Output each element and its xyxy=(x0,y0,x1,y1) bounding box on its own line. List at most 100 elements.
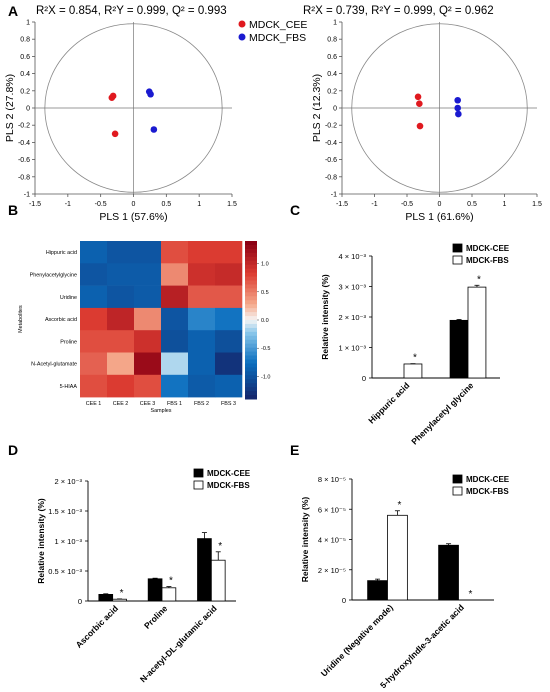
heatmap-cell xyxy=(188,263,216,286)
colorbar-segment xyxy=(245,316,257,321)
colorbar-tick-label: 0.0 xyxy=(261,318,269,324)
y-axis-label: Relative intensity (%) xyxy=(300,497,310,583)
y-tick-label: -0.6 xyxy=(325,157,337,164)
legend-swatch xyxy=(193,480,204,490)
y-tick-label: 1.5 × 10⁻³ xyxy=(48,507,82,516)
colorbar-segment xyxy=(245,268,257,274)
heatmap-row-label: N-Acetyl-glutamate xyxy=(31,362,77,368)
significance-star: * xyxy=(218,541,222,552)
y-tick-label: 1 xyxy=(333,20,337,27)
x-category-label: 5-hydroxylndle-3-acetic acid xyxy=(378,602,466,690)
heatmap-cell xyxy=(134,263,162,286)
y-tick-label: 0.4 xyxy=(20,71,30,78)
x-tick-label: -0.5 xyxy=(401,201,413,208)
y-tick-label: 0 xyxy=(26,106,30,113)
panel-letter-a: A xyxy=(8,3,18,19)
y-tick-label: -0.6 xyxy=(18,157,30,164)
heatmap-x-axis-label: Samples xyxy=(151,408,172,414)
heatmap-cell xyxy=(80,307,108,331)
colorbar-tick-label: -1.0 xyxy=(261,374,270,380)
heatmap-cell xyxy=(188,352,216,376)
fbs-bar xyxy=(387,514,408,601)
panel-letter-b: B xyxy=(8,202,18,218)
colorbar-segment xyxy=(245,391,257,396)
panel-letter-c: C xyxy=(290,202,300,218)
heatmap-cell xyxy=(161,352,189,376)
heatmap-y-axis-label: Metabolites xyxy=(18,305,24,333)
legend-swatch xyxy=(452,243,463,253)
y-tick-label: -0.4 xyxy=(325,140,337,147)
heatmap-cell xyxy=(107,330,135,353)
heatmap-cell xyxy=(215,285,243,309)
colorbar-segment xyxy=(245,320,257,325)
heatmap-cell xyxy=(134,241,162,264)
colorbar-segment xyxy=(245,260,257,266)
y-tick-label: -1 xyxy=(24,192,30,199)
pls-score-plot-right: -1.5 -1 -0.5 0 0.5 1 1.5 1 0.8 0.6 0.4 0.2 0 -0.2 -0.4… xyxy=(311,20,542,224)
heatmap-cell xyxy=(134,330,162,353)
heatmap-row-label: Hippuric acid xyxy=(46,250,77,256)
x-category-label: Proline xyxy=(142,603,170,631)
panel-letter-d: D xyxy=(8,442,18,458)
y-tick-label: 6 × 10⁻⁵ xyxy=(318,505,346,514)
fbs-bar xyxy=(161,587,177,602)
cee-bar xyxy=(367,580,388,601)
x-tick-label: -1 xyxy=(65,201,71,208)
pls-score-plot-left: -1.5 -1 -0.5 0 0.5 1 1.5 1 0.8 0.6 0.4 0.2 0 -0.2 -0.4… xyxy=(4,19,307,223)
significance-star: * xyxy=(477,274,481,285)
significance-star: * xyxy=(468,589,472,600)
y-axis-label: Relative intensity (%) xyxy=(36,498,46,584)
x-axis-label: PLS 1 (61.6%) xyxy=(405,211,473,223)
fbs-point xyxy=(454,96,462,104)
y-tick-label: 0.5 × 10⁻³ xyxy=(48,567,82,576)
colorbar-segment xyxy=(245,359,257,364)
colorbar-segment xyxy=(245,371,257,376)
y-tick-label: 0.6 xyxy=(20,54,30,61)
y-tick-label: 1 × 10⁻³ xyxy=(54,537,82,546)
colorbar-segment xyxy=(245,300,257,305)
x-tick-label: 1 xyxy=(503,201,507,208)
heatmap-cell xyxy=(107,352,135,376)
cee-point xyxy=(111,130,119,138)
heatmap-cell xyxy=(107,285,135,309)
heatmap-col-label: FBS 3 xyxy=(221,401,236,407)
y-axis-label: Relative intensity (%) xyxy=(320,274,330,360)
colorbar-segment xyxy=(245,284,257,289)
x-tick-label: 0 xyxy=(438,201,442,208)
colorbar-segment xyxy=(245,280,257,285)
y-tick-label: 2 × 10⁻³ xyxy=(338,313,366,322)
cee-bar xyxy=(449,319,469,379)
y-tick-label: 2 × 10⁻⁵ xyxy=(318,566,346,575)
x-tick-label: 1 xyxy=(197,201,201,208)
heatmap-row-label: Ascorbic acid xyxy=(45,317,77,323)
colorbar-segment xyxy=(245,312,257,317)
y-axis-label: PLS 2 (27.8%) xyxy=(4,74,16,142)
colorbar-segment xyxy=(245,264,257,270)
legend-label: MDCK_FBS xyxy=(249,32,306,44)
significance-star: * xyxy=(120,588,124,599)
colorbar-segment xyxy=(245,379,257,384)
y-tick-label: 3 × 10⁻³ xyxy=(338,283,366,292)
pls-left-title: R²X = 0.854, R²Y = 0.999, Q² = 0.993 xyxy=(36,5,227,17)
heatmap-cell xyxy=(161,307,189,331)
heatmap-col-label: FBS 2 xyxy=(194,401,209,407)
panel-letter-e: E xyxy=(290,442,299,458)
colorbar-segment xyxy=(245,292,257,297)
colorbar-segment xyxy=(245,276,257,281)
colorbar-tick-label: 0.5 xyxy=(261,290,269,296)
colorbar-segment xyxy=(245,252,257,258)
heatmap-cell xyxy=(161,263,189,286)
heatmap-cell xyxy=(107,374,135,398)
colorbar-segment xyxy=(245,355,257,360)
cee-bar xyxy=(438,544,459,601)
heatmap-cell xyxy=(80,330,108,353)
bar-chart-c: 0 1 × 10⁻³ 2 × 10⁻³ 3 × 10⁻³ 4 × 10⁻³ Relativ… xyxy=(320,243,510,447)
x-axis-label: PLS 1 (57.6%) xyxy=(99,211,167,223)
x-category-label: Phenylacetyl glycine xyxy=(409,380,475,446)
y-tick-label: 0.2 xyxy=(327,88,337,95)
heatmap-cell xyxy=(107,241,135,264)
heatmap-row-label: Phenylacetylglycine xyxy=(30,272,77,278)
y-tick-label: 0.6 xyxy=(327,54,337,61)
legend-marker xyxy=(238,20,246,28)
x-category-label: Ascorbic acid xyxy=(74,603,120,649)
